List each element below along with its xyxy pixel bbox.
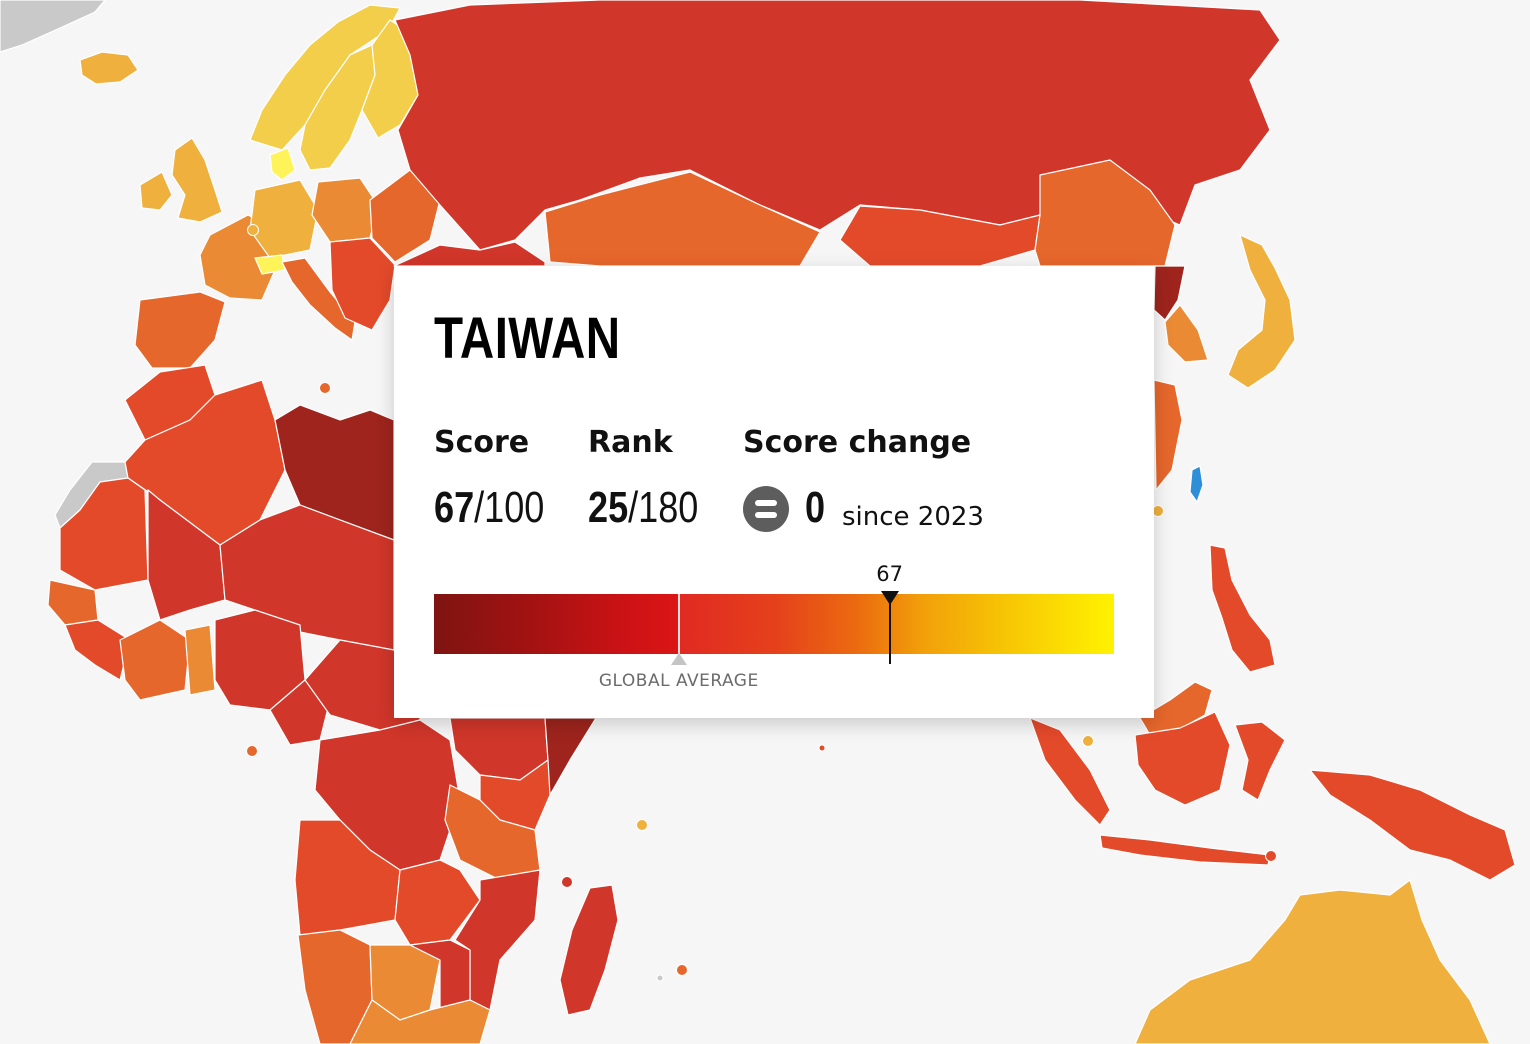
- score-max: /100: [474, 483, 545, 532]
- country-indonesia-sulawesi[interactable]: [1234, 721, 1286, 801]
- country-guinea[interactable]: [64, 619, 131, 681]
- island-dot-4[interactable]: [636, 819, 648, 831]
- country-info-card: TAIWAN Score Rank Score change 67/100 25…: [394, 266, 1154, 718]
- country-indonesia-java[interactable]: [1099, 834, 1271, 866]
- country-switzerland[interactable]: [254, 254, 286, 275]
- country-australia[interactable]: [1134, 879, 1491, 1044]
- island-dot-11: [818, 744, 826, 752]
- equals-icon: [743, 486, 789, 532]
- score-marker-label: 67: [876, 562, 903, 586]
- country-poland[interactable]: [311, 177, 379, 243]
- country-indonesia-sumatra[interactable]: [1029, 717, 1111, 826]
- country-zambia[interactable]: [394, 859, 481, 946]
- country-south-africa[interactable]: [349, 999, 491, 1044]
- country-greenland[interactable]: [0, 0, 106, 53]
- global-average-label: GLOBAL AVERAGE: [598, 671, 759, 691]
- island-dot-9[interactable]: [1265, 850, 1277, 862]
- country-indonesia-borneo[interactable]: [1134, 711, 1231, 806]
- score-scale-bar: [434, 594, 1114, 654]
- country-ghana[interactable]: [184, 624, 216, 696]
- score-value: 67/100: [434, 486, 544, 530]
- global-average-line: [677, 594, 680, 654]
- global-average-marker-icon: [670, 653, 687, 665]
- score-label: Score: [434, 425, 530, 460]
- country-italy[interactable]: [281, 257, 356, 341]
- island-dot-8[interactable]: [1082, 735, 1094, 747]
- country-cameroon[interactable]: [269, 679, 331, 746]
- country-kazakhstan[interactable]: [544, 171, 821, 267]
- island-dot-7[interactable]: [1152, 505, 1164, 517]
- rank-value: 25/180: [588, 486, 698, 530]
- island-dot-10: [656, 974, 664, 982]
- country-name: TAIWAN: [434, 306, 621, 371]
- island-dot-5[interactable]: [676, 964, 688, 976]
- country-united-kingdom[interactable]: [171, 137, 223, 223]
- country-north-korea[interactable]: [1153, 265, 1186, 321]
- country-ivory-coast[interactable]: [119, 619, 191, 701]
- rank-number: 25: [588, 483, 629, 532]
- country-papua-new-guinea[interactable]: [1309, 769, 1516, 881]
- score-number: 67: [434, 483, 475, 532]
- island-dot-6[interactable]: [561, 876, 573, 888]
- rank-label: Rank: [588, 425, 673, 460]
- country-madagascar[interactable]: [559, 884, 619, 1016]
- country-ireland[interactable]: [139, 171, 173, 211]
- country-china-south[interactable]: [1153, 379, 1183, 491]
- country-taiwan[interactable]: [1189, 465, 1204, 503]
- country-iceland[interactable]: [79, 51, 139, 85]
- country-south-korea[interactable]: [1164, 304, 1209, 363]
- country-balkans[interactable]: [329, 237, 396, 331]
- island-dot-3[interactable]: [246, 745, 258, 757]
- country-mauritania[interactable]: [59, 477, 149, 591]
- score-change-value: 0: [805, 483, 826, 532]
- score-change-since: since 2023: [842, 502, 984, 532]
- country-spain[interactable]: [134, 291, 226, 369]
- island-dot-2[interactable]: [319, 382, 331, 394]
- island-dot-1[interactable]: [247, 224, 259, 236]
- score-marker-line: [888, 596, 891, 664]
- rank-max: /180: [628, 483, 699, 532]
- score-change-label: Score change: [743, 425, 972, 460]
- country-japan[interactable]: [1227, 234, 1296, 389]
- country-denmark[interactable]: [269, 147, 296, 181]
- country-mali[interactable]: [147, 489, 226, 621]
- country-philippines[interactable]: [1209, 544, 1276, 673]
